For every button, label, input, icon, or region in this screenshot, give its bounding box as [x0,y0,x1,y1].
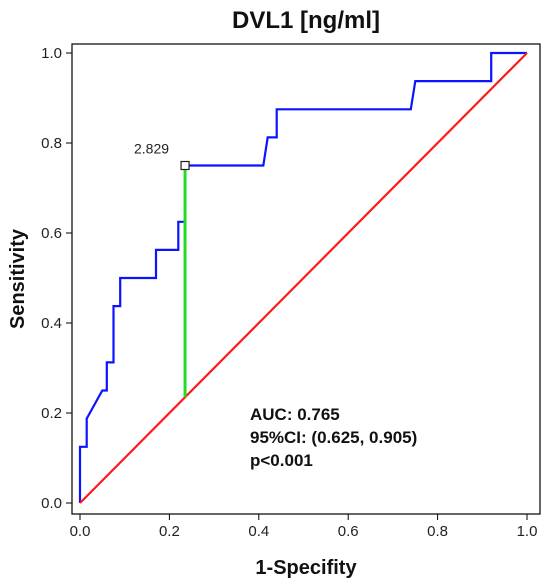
x-axis-label: 1-Specifity [255,557,357,579]
cutoff-point-marker [180,160,190,171]
stat-annotation: 95%CI: (0.625, 0.905) [250,428,417,447]
cutoff-label: 2.829 [134,141,169,157]
x-tick-label: 0.0 [70,523,91,540]
chart-title: DVL1 [ng/ml] [232,7,380,34]
y-tick-label: 0.8 [41,135,62,152]
annotations: AUC: 0.765 95%CI: (0.625, 0.905) p<0.001 [250,405,417,470]
series-lines [78,51,528,504]
y-tick-label: 0.6 [41,225,62,242]
plot-area [71,43,541,515]
axis-ticks: 0.0 0.2 0.4 0.6 0.8 1.0 0.0 0.2 0.4 0.6 0.8 1.0 [41,45,537,540]
x-tick-label: 0.6 [338,523,359,540]
stat-annotation: AUC: 0.765 [250,405,340,424]
x-tick-label: 0.4 [248,523,269,540]
y-tick-label: 1.0 [41,45,62,62]
roc-curve-line [78,51,527,503]
cutoff-marker-group: 2.829 [134,141,190,398]
y-tick-label: 0.2 [41,405,62,422]
y-tick-label: 0.0 [41,495,62,512]
stat-annotation: p<0.001 [250,451,313,470]
reference-diagonal-line [79,52,528,504]
x-tick-label: 0.2 [159,523,180,540]
x-tick-label: 0.8 [427,523,448,540]
x-tick-label: 1.0 [517,523,538,540]
y-tick-label: 0.4 [41,315,62,332]
y-axis-label: Sensitivity [7,228,29,329]
